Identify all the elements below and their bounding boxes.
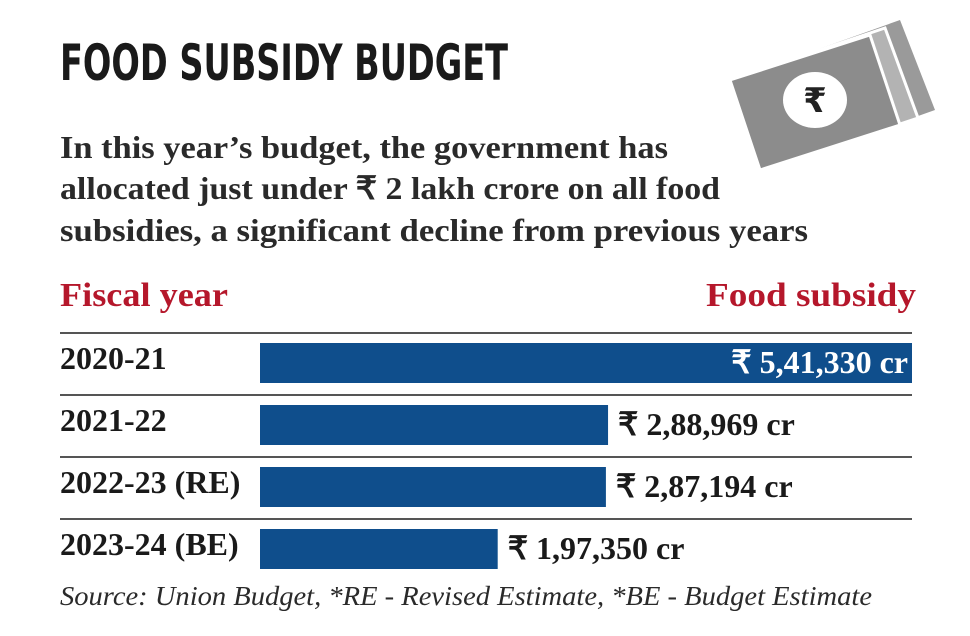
bar	[260, 467, 606, 507]
money-icon: ₹	[728, 20, 935, 172]
svg-text:₹: ₹	[803, 81, 827, 121]
value-label: ₹ 5,41,330 cr	[731, 344, 908, 380]
category-label: 2023-24 (BE)	[60, 526, 239, 562]
chart-title: FOOD SUBSIDY BUDGET	[60, 34, 508, 92]
bar	[260, 405, 609, 445]
column-header: Fiscal year	[60, 277, 228, 314]
category-label: 2022-23 (RE)	[60, 464, 240, 500]
bar	[260, 343, 912, 383]
value-label: ₹ 2,88,969 cr	[618, 406, 795, 442]
category-label: 2020-21	[60, 340, 167, 376]
column-header: Food subsidy	[706, 277, 916, 314]
subtitle: allocated just under ₹ 2 lakh crore on a…	[60, 170, 720, 206]
value-label: ₹ 2,87,194 cr	[616, 468, 793, 504]
source: Source: Union Budget, *RE - Revised Esti…	[60, 581, 872, 611]
subtitle: In this year’s budget, the government ha…	[60, 129, 668, 165]
value-label: ₹ 1,97,350 cr	[508, 530, 685, 566]
bar	[260, 529, 498, 569]
category-label: 2021-22	[60, 402, 167, 438]
subtitle: subsidies, a significant decline from pr…	[60, 212, 808, 248]
